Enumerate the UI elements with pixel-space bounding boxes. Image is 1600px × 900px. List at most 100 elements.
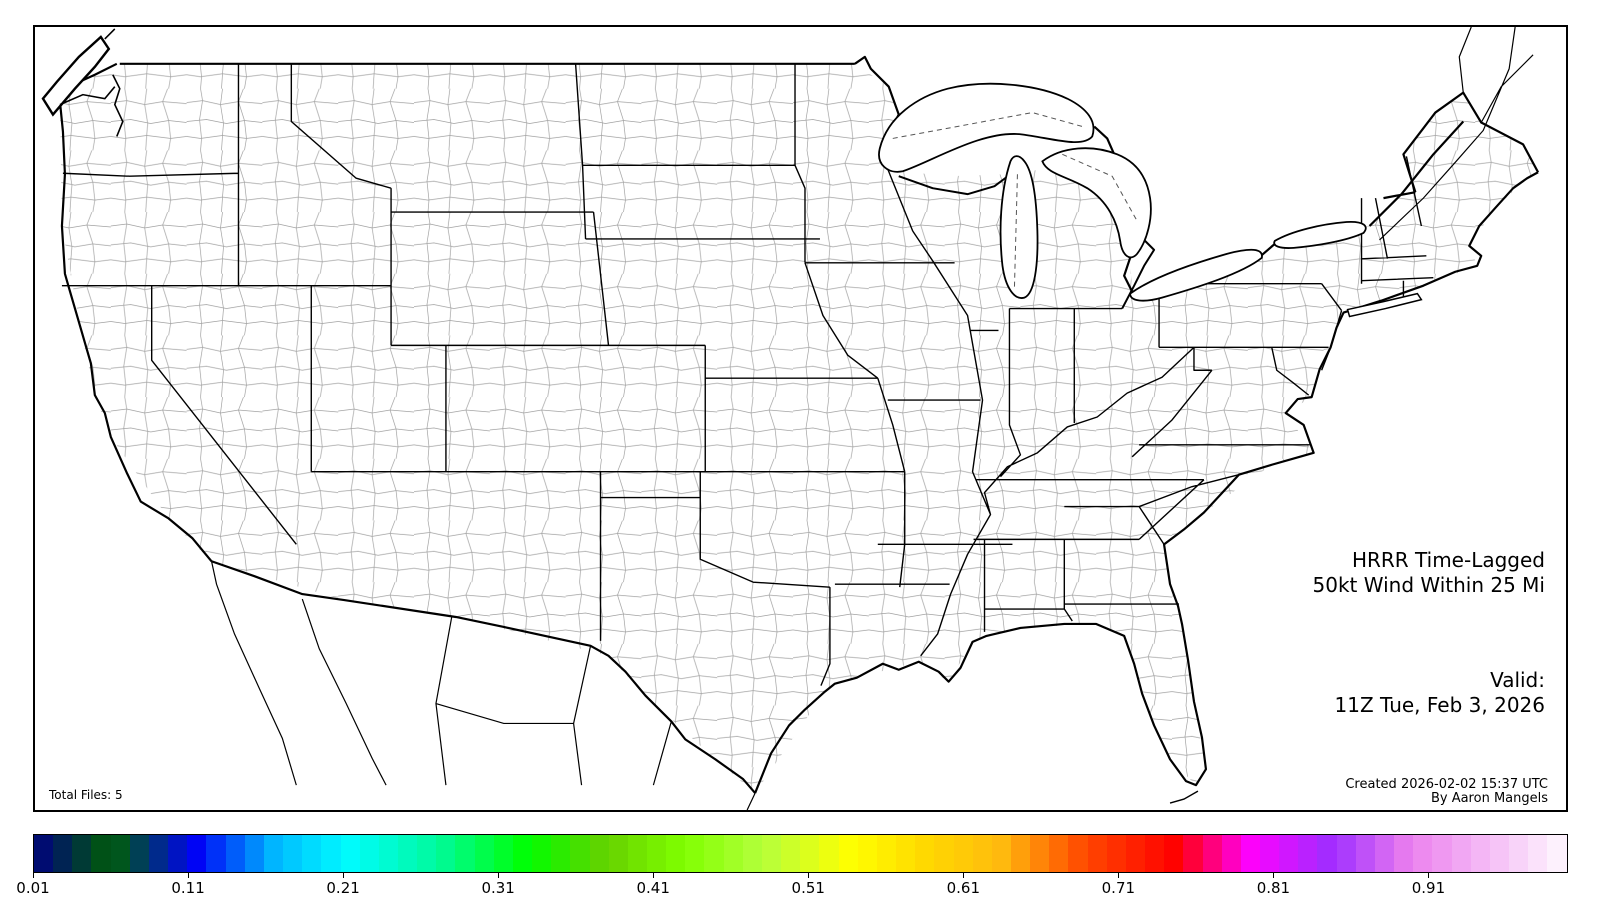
colorbar-segment [34,835,54,872]
colorbar-legend: 0.01 0.11 0.21 0.31 0.41 0.51 0.61 0.71 0.81 0.91 [16,834,1568,899]
lake-boundary-dashes [892,112,1138,288]
colorbar-segment [1336,835,1356,872]
colorbar-segment [474,835,494,872]
colorbar-tick-label: 0.61 [946,879,980,897]
map-title-line2: 50kt Wind Within 25 Mi [1312,573,1545,597]
colorbar-tick-label: 0.81 [1256,879,1291,897]
colorbar-tick-label: 0.71 [1101,879,1136,897]
colorbar-segment [991,835,1011,872]
colorbar-segment [397,835,418,872]
great-lakes-shapes [878,82,1367,302]
colorbar-tick-mark [343,873,345,878]
puget-sound-lines [59,28,124,137]
total-files-label: Total Files: 5 [49,788,123,802]
colorbar-segment [1202,835,1222,872]
colorbar-tick-mark [1118,873,1120,878]
colorbar-tick-mark [1428,873,1430,878]
colorbar-segment [761,835,782,872]
lake-michigan [999,155,1039,299]
colorbar-segment [1413,835,1433,872]
colorbar-segment [340,835,360,872]
colorbar-segment [378,835,398,872]
colorbar-segment [915,835,935,872]
colorbar-segment [1451,835,1471,872]
colorbar-segment [1125,835,1146,872]
created-timestamp: Created 2026-02-02 15:37 UTC [1345,777,1548,792]
colorbar-segment [1145,835,1165,872]
colorbar-segment [244,835,264,872]
canada-detail-lines [1379,27,1534,241]
colorbar-segment [934,835,954,872]
lake-superior [878,82,1095,173]
lake-erie [1129,248,1263,302]
colorbar-segment [263,835,284,872]
colorbar-segment [704,835,724,872]
colorbar-segment [302,835,322,872]
colorbar-segment [1049,835,1069,872]
map-title-line1: HRRR Time-Lagged [1351,548,1545,572]
colorbar-segment [1183,835,1203,872]
colorbar-segment [91,835,111,872]
colorbar-segment [1509,835,1529,872]
colorbar-segment [838,835,858,872]
colorbar-segment [283,835,303,872]
colorbar-segment [1030,835,1050,872]
colorbar-segment [187,835,207,872]
colorbar-segment [110,835,130,872]
colorbar-segment [532,835,552,872]
colorbar-gradient [33,834,1568,873]
colorbar-segment [1164,835,1184,872]
colorbar-segment [876,835,897,872]
colorbar-segment [589,835,609,872]
colorbar-tick-mark [963,873,965,878]
mexico-detail-lines [210,561,756,810]
colorbar-segment [1298,835,1318,872]
colorbar-tick-label: 0.01 [16,879,50,897]
colorbar-segment [1355,835,1375,872]
colorbar-segment [953,835,973,872]
colorbar-tick-mark [653,873,655,878]
gulf-atlantic-coastline-path [754,171,1539,794]
colorbar-segment [1394,835,1414,872]
created-block: Created 2026-02-02 15:37 UTC By Aaron Ma… [1345,778,1548,806]
valid-time: 11Z Tue, Feb 3, 2026 [1334,693,1546,717]
colorbar-tick-mark [33,873,34,878]
colorbar-segment [1221,835,1241,872]
colorbar-segment [896,835,916,872]
colorbar-ticks: 0.01 0.11 0.21 0.31 0.41 0.51 0.61 0.71 0.81 0.91 [16,873,1568,899]
colorbar-segment [819,835,839,872]
colorbar-segment [647,835,667,872]
colorbar-segment [493,835,513,872]
colorbar-segment [417,835,437,872]
lake-huron [1041,147,1152,259]
colorbar-segment [627,835,647,872]
colorbar-segment [800,835,820,872]
colorbar-segment [781,835,801,872]
colorbar-tick-label: 0.51 [791,879,825,897]
lake-ontario [1273,221,1367,249]
florida-keys-dots [1169,790,1199,804]
long-island-shape [1346,292,1423,318]
colorbar-tick-label: 0.41 [636,879,670,897]
colorbar-segment [1528,835,1548,872]
colorbar-segment [857,835,877,872]
colorbar-segment [551,835,571,872]
colorbar-segment [225,835,245,872]
colorbar-segment [570,835,590,872]
colorbar-segment [1547,835,1567,872]
colorbar-segment [1106,835,1126,872]
colorbar-segment [148,835,169,872]
colorbar-segment [608,835,628,872]
us-county-map [41,27,1540,810]
colorbar-segment [1317,835,1337,872]
colorbar-tick-label: 0.11 [171,879,205,897]
colorbar-segment [1068,835,1088,872]
colorbar-segment [1087,835,1107,872]
colorbar-segment [436,835,456,872]
colorbar-tick-label: 0.91 [1411,879,1446,897]
colorbar-segment [512,835,533,872]
colorbar-segment [685,835,705,872]
colorbar-segment [53,835,73,872]
colorbar-segment [1279,835,1299,872]
